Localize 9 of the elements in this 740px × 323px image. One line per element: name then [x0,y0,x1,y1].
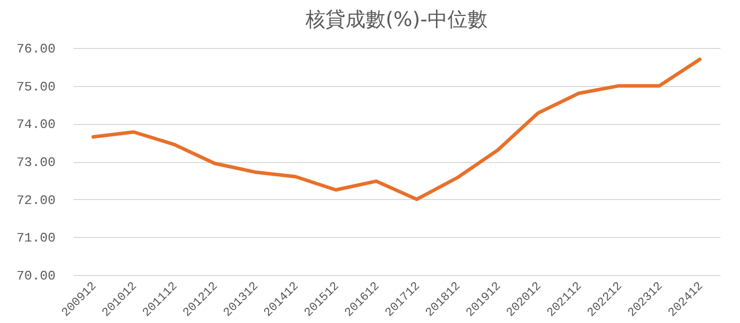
chart-title: 核貸成數(%)-中位數 [304,7,488,31]
y-tick-label: 72.00 [16,192,56,208]
y-tick-label: 71.00 [16,230,56,246]
y-tick-label: 76.00 [16,42,56,56]
y-tick-label: 75.00 [16,79,56,94]
line-series [91,58,702,202]
y-tick-label: 70.00 [16,268,56,284]
y-tick-label: 74.00 [16,117,56,132]
y-tick-label: 73.00 [16,155,56,170]
